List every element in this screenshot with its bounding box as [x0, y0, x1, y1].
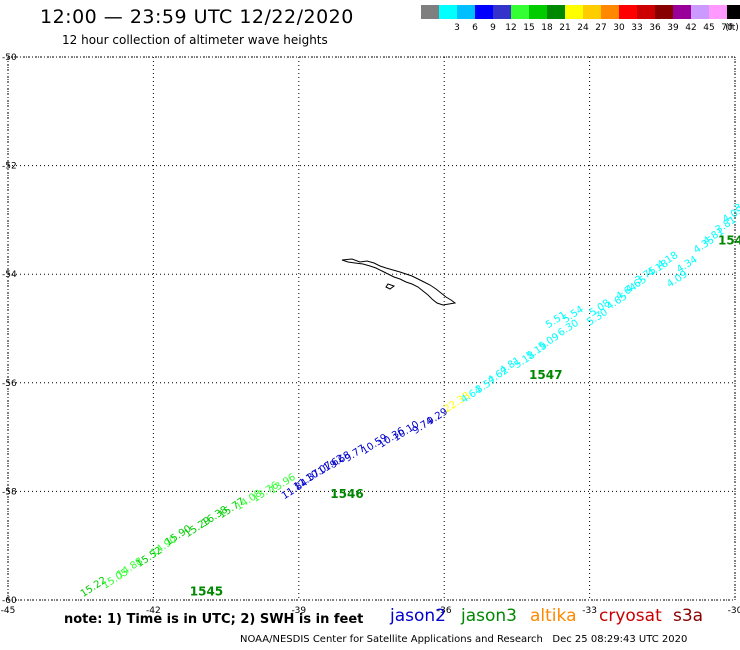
map-subtitle: 12 hour collection of altimeter wave hei… [62, 33, 328, 47]
legend-label: 12 [505, 23, 517, 33]
legend-swatch [727, 5, 740, 19]
legend-swatch [601, 5, 619, 19]
legend-swatch [673, 5, 691, 19]
latitude-tick-label: -54 [2, 270, 17, 280]
legend-swatch [547, 5, 565, 19]
generated-timestamp: Dec 25 08:29:43 UTC 2020 [552, 634, 688, 645]
legend-label: 45 [703, 23, 715, 33]
legend-label: 42 [685, 23, 697, 33]
legend-swatch [709, 5, 727, 19]
legend-label: 15 [523, 23, 535, 33]
legend-label: 21 [559, 23, 571, 33]
latitude-tick-label: -50 [2, 53, 17, 63]
island-coastline [341, 258, 457, 306]
legend-swatch [583, 5, 601, 19]
legend-unit: (ft) [725, 23, 739, 33]
longitude-tick-label: -39 [291, 606, 306, 616]
longitude-tick-label: -36 [437, 606, 452, 616]
legend-swatch [655, 5, 673, 19]
legend-label: 27 [595, 23, 607, 33]
legend-label: 3 [454, 23, 460, 33]
longitude-tick-label: -45 [1, 606, 16, 616]
legend-altika: altika [530, 606, 577, 626]
legend-cryosat: cryosat [599, 606, 662, 626]
legend-swatch [421, 5, 439, 19]
legend-label: 18 [541, 23, 553, 33]
wave-height-value: 3.58 [733, 193, 740, 214]
credit-text: NOAA/NESDIS Center for Satellite Applica… [240, 634, 543, 645]
latitude-tick-label: -56 [2, 379, 17, 389]
legend-swatch [529, 5, 547, 19]
latitude-tick-label: -52 [2, 162, 17, 172]
latitude-tick-label: -60 [2, 596, 17, 606]
pass-time-label: 1546 [330, 487, 363, 501]
legend-label: 6 [472, 23, 478, 33]
legend-label: 70 [721, 23, 733, 33]
legend-label: 33 [631, 23, 643, 33]
longitude-tick-label: -33 [582, 606, 597, 616]
legend-label: 30 [613, 23, 625, 33]
legend-jason3: jason3 [461, 606, 517, 626]
footer-note: note: 1) Time is in UTC; 2) SWH is in fe… [64, 612, 364, 627]
legend-label: 9 [490, 23, 496, 33]
legend-swatch [493, 5, 511, 19]
credit-line: NOAA/NESDIS Center for Satellite Applica… [240, 634, 687, 645]
longitude-tick-label: -42 [146, 606, 161, 616]
map-frame [7, 56, 736, 601]
legend-swatch [637, 5, 655, 19]
pass-time-label: 1545 [190, 585, 223, 599]
legend-label: 24 [577, 23, 589, 33]
legend-swatch [619, 5, 637, 19]
legend-label: 36 [649, 23, 661, 33]
pass-time-label: 1547 [529, 368, 562, 382]
longitude-tick-label: -30 [728, 606, 740, 616]
legend-swatch [475, 5, 493, 19]
legend-label: 39 [667, 23, 679, 33]
legend-swatch [457, 5, 475, 19]
map-title: 12:00 — 23:59 UTC 12/22/2020 [40, 6, 354, 28]
latitude-tick-label: -58 [2, 487, 17, 497]
legend-s3a: s3a [673, 606, 704, 626]
legend-swatch [439, 5, 457, 19]
legend-swatch [565, 5, 583, 19]
legend-swatch [511, 5, 529, 19]
legend-swatch [691, 5, 709, 19]
pass-time-label: 1548 [718, 233, 740, 247]
legend-jason2: jason2 [390, 606, 446, 626]
